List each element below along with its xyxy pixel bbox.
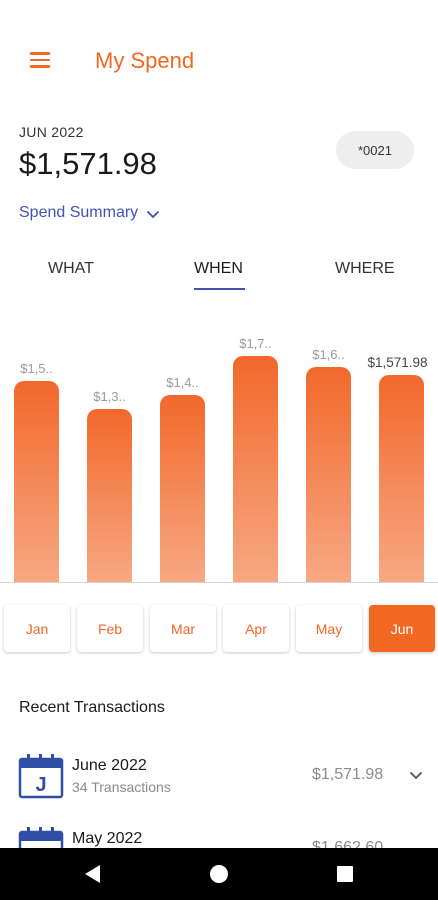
chart-baseline	[0, 582, 438, 583]
spend-bar-chart: $1,5.. $1,3.. $1,4.. $1,7.. $1,6.. $1,571.98	[0, 330, 438, 584]
transaction-count: 34 Transactions	[72, 779, 171, 795]
month-button-may[interactable]: May	[296, 605, 362, 652]
chart-data-label: $1,3..	[93, 389, 126, 404]
tab-active-indicator	[194, 288, 245, 290]
chart-data-label: $1,571.98	[367, 355, 428, 370]
month-button-jun[interactable]: Jun	[369, 605, 435, 652]
calendar-icon: J	[18, 754, 64, 799]
chevron-down-icon	[147, 210, 160, 218]
chart-bar-feb[interactable]	[87, 409, 132, 582]
chart-data-label: $1,6..	[312, 347, 345, 362]
home-circle-icon[interactable]	[210, 865, 228, 883]
calendar-letter: J	[35, 774, 46, 796]
hamburger-menu-icon[interactable]	[30, 46, 58, 74]
transaction-month: May 2022	[72, 830, 143, 847]
month-button-jan[interactable]: Jan	[4, 605, 70, 652]
chart-data-label: $1,7..	[239, 336, 272, 351]
system-nav-bar	[0, 848, 438, 900]
tab-where[interactable]: WHERE	[335, 260, 395, 277]
chart-bar-apr[interactable]	[233, 356, 278, 582]
tab-when[interactable]: WHEN	[194, 260, 243, 277]
chart-bar-jan[interactable]	[14, 381, 59, 582]
spend-summary-dropdown[interactable]: Spend Summary	[19, 204, 160, 222]
transaction-row[interactable]: J June 2022 34 Transactions $1,571.98	[0, 753, 438, 805]
month-button-feb[interactable]: Feb	[77, 605, 143, 652]
chart-data-label: $1,4..	[166, 375, 199, 390]
chart-data-label: $1,5..	[20, 361, 53, 376]
chart-bar-may[interactable]	[306, 367, 351, 582]
month-button-apr[interactable]: Apr	[223, 605, 289, 652]
total-amount: $1,571.98	[19, 146, 157, 181]
transaction-amount: $1,571.98	[312, 766, 384, 783]
chevron-down-icon[interactable]	[409, 771, 423, 780]
recent-transactions-heading: Recent Transactions	[19, 699, 165, 716]
spend-summary-header: JUN 2022 $1,571.98	[19, 124, 157, 182]
recents-square-icon[interactable]	[337, 866, 353, 882]
period-label: JUN 2022	[19, 124, 84, 140]
account-chip[interactable]: *0021	[336, 131, 414, 169]
chart-bar-mar[interactable]	[160, 395, 205, 582]
spend-summary-label: Spend Summary	[19, 204, 139, 221]
tab-bar: WHAT WHEN WHERE	[0, 248, 438, 292]
month-button-mar[interactable]: Mar	[150, 605, 216, 652]
tab-what[interactable]: WHAT	[48, 260, 94, 277]
month-selector: Jan Feb Mar Apr May Jun	[0, 605, 438, 653]
page-title: My Spend	[95, 48, 195, 73]
back-triangle-icon[interactable]	[84, 864, 102, 884]
chart-bar-jun[interactable]	[379, 375, 424, 582]
transaction-month: June 2022	[72, 757, 147, 774]
app-bar: My Spend	[0, 0, 438, 120]
